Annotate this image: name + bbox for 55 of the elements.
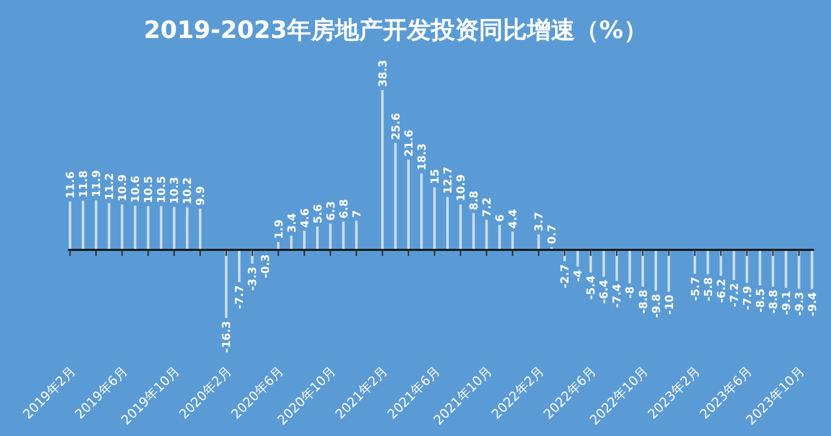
data-label: 38.3 <box>376 60 390 87</box>
data-label: 25.6 <box>389 112 402 140</box>
data-label: -16.3 <box>220 321 234 353</box>
data-label: -9.4 <box>806 292 819 316</box>
data-label: 11.8 <box>77 170 90 198</box>
data-label: -8.8 <box>636 290 650 314</box>
data-label: -4 <box>572 269 585 282</box>
data-label: 9.9 <box>194 186 208 206</box>
data-label: 3.7 <box>532 212 546 232</box>
data-label: 10.9 <box>454 174 468 202</box>
data-label: 10.5 <box>155 176 168 204</box>
data-label: 10.6 <box>129 175 142 203</box>
data-label: -5.4 <box>584 275 598 300</box>
data-label: 11.9 <box>90 170 104 198</box>
data-label: -0.3 <box>259 254 272 278</box>
data-label: 3.4 <box>285 212 298 233</box>
data-label: 21.6 <box>402 129 416 157</box>
data-label: -8.5 <box>754 288 767 312</box>
data-label: 4.4 <box>506 208 520 229</box>
data-label: 18.3 <box>415 143 428 171</box>
data-label: 11.2 <box>103 173 116 200</box>
data-label: -6.2 <box>714 278 728 303</box>
data-label: 6 <box>494 214 507 222</box>
data-label: 10.3 <box>168 176 182 204</box>
data-label: 4.6 <box>298 208 312 228</box>
data-label: -8 <box>624 286 637 299</box>
data-label: 10.9 <box>116 174 130 202</box>
data-label: 6.8 <box>337 199 350 219</box>
data-label: -9.1 <box>780 290 793 315</box>
data-label: 0.7 <box>546 224 559 244</box>
data-label: -7.7 <box>233 285 246 310</box>
data-label: -5.7 <box>688 276 702 301</box>
data-label: -8.8 <box>766 290 780 314</box>
data-label: 10.5 <box>142 176 156 204</box>
data-label: -7.2 <box>728 283 741 308</box>
data-label: 8.8 <box>468 190 481 210</box>
data-label: -3.3 <box>246 266 260 291</box>
data-label: -5.8 <box>702 277 715 302</box>
data-label: 7 <box>350 210 364 218</box>
data-label: 1.9 <box>272 220 286 239</box>
data-label: 5.6 <box>311 204 324 224</box>
chart-title: 2019-2023年房地产开发投资同比增速（%） <box>144 16 648 44</box>
data-label: 6.3 <box>324 201 338 221</box>
data-label: -6.4 <box>598 279 611 304</box>
data-label: -9.8 <box>650 294 663 318</box>
data-label: 7.2 <box>480 197 494 217</box>
data-label: 15 <box>428 168 442 184</box>
data-label: 11.6 <box>64 171 77 198</box>
data-label: -9.3 <box>792 292 806 316</box>
data-label: 10.2 <box>181 177 194 204</box>
data-label: -7.9 <box>740 286 754 310</box>
data-label: -7.4 <box>610 284 624 308</box>
data-label: -10 <box>662 294 676 315</box>
data-label: -2.7 <box>558 264 572 288</box>
data-label: 12.7 <box>442 166 455 194</box>
